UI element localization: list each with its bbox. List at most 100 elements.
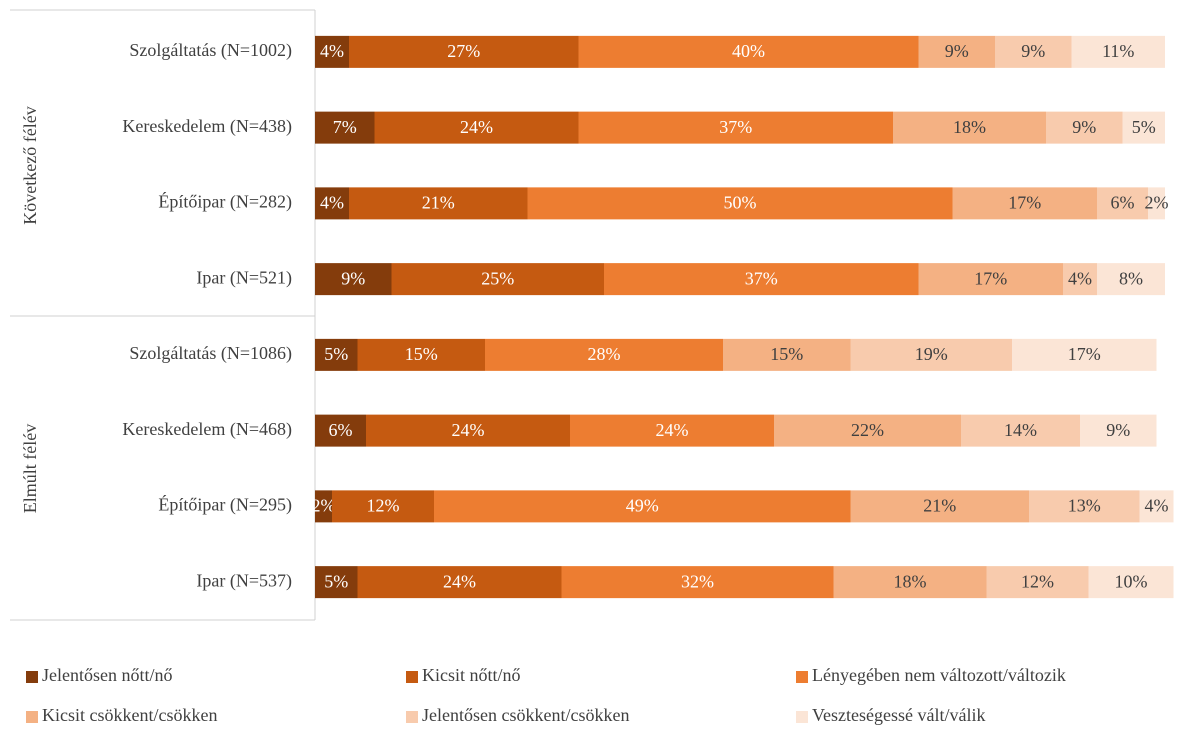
bar-segment — [434, 490, 851, 523]
y-tick-label: Kereskedelem (N=468) — [122, 419, 292, 440]
bar-segment — [391, 263, 604, 296]
y-tick-label: Építőipar (N=282) — [158, 191, 292, 213]
data-label: 5% — [324, 571, 348, 591]
data-label: 49% — [626, 496, 659, 516]
group-label: Elmúlt félév — [20, 424, 40, 513]
bar-segment — [918, 263, 1063, 296]
bar-segment — [1080, 414, 1157, 447]
data-label: 2% — [1145, 193, 1169, 213]
bar-segment — [357, 566, 562, 599]
data-label: 6% — [1111, 193, 1135, 213]
data-label: 4% — [1068, 268, 1092, 288]
bar-segment — [1029, 490, 1140, 523]
bar-segment — [349, 35, 579, 68]
bar-segment — [315, 263, 392, 296]
bar-segment — [986, 566, 1089, 599]
bar-segment — [315, 566, 358, 599]
bar-segment — [374, 111, 579, 144]
data-label: 4% — [320, 41, 344, 61]
data-label: 22% — [851, 420, 884, 440]
legend-swatch — [796, 711, 808, 723]
legend-label: Veszteségessé vált/válik — [812, 705, 985, 725]
data-label: 21% — [923, 496, 956, 516]
bar-segment — [995, 35, 1072, 68]
bar-segment — [1097, 187, 1148, 220]
data-label: 24% — [460, 117, 493, 137]
legend-label: Jelentősen nőtt/nő — [42, 665, 172, 685]
data-label: 15% — [405, 344, 438, 364]
data-label: 5% — [324, 344, 348, 364]
bar-segment — [485, 338, 723, 371]
data-label: 7% — [333, 117, 357, 137]
y-tick-label: Kereskedelem (N=438) — [122, 116, 292, 137]
data-label: 11% — [1102, 41, 1134, 61]
bar-segment — [918, 35, 995, 68]
data-label: 40% — [732, 41, 765, 61]
bar-segment — [1046, 111, 1123, 144]
y-tick-label: Ipar (N=521) — [196, 267, 292, 288]
data-label: 6% — [329, 420, 353, 440]
data-label: 17% — [1068, 344, 1101, 364]
bar-segment — [315, 35, 349, 68]
bar-segment — [315, 414, 366, 447]
legend-label: Kicsit nőtt/nő — [422, 665, 521, 685]
bar-segment — [1063, 263, 1097, 296]
data-label: 2% — [312, 496, 336, 516]
data-label: 37% — [719, 117, 752, 137]
legend-label: Jelentősen csökkent/csökken — [422, 705, 629, 725]
data-label: 10% — [1115, 571, 1148, 591]
legend-swatch — [406, 671, 418, 683]
data-label: 24% — [452, 420, 485, 440]
data-label: 32% — [681, 571, 714, 591]
legend-swatch — [796, 671, 808, 683]
y-tick-label: Szolgáltatás (N=1002) — [129, 40, 292, 61]
data-label: 4% — [320, 193, 344, 213]
data-label: 24% — [443, 571, 476, 591]
y-tick-label: Ipar (N=537) — [196, 570, 292, 591]
bar-segment — [1071, 35, 1165, 68]
data-label: 14% — [1004, 420, 1037, 440]
data-label: 28% — [588, 344, 621, 364]
bar-segment — [1122, 111, 1165, 144]
bar-segment — [366, 414, 570, 447]
data-label: 9% — [1021, 41, 1045, 61]
bar-segment — [1012, 338, 1157, 371]
data-label: 5% — [1132, 117, 1156, 137]
data-label: 25% — [481, 268, 514, 288]
bar-segment — [315, 187, 349, 220]
bar-segment — [349, 187, 528, 220]
bar-segment — [527, 187, 953, 220]
legend-label: Kicsit csökkent/csökken — [42, 705, 217, 725]
y-tick-label: Szolgáltatás (N=1086) — [129, 343, 292, 364]
group-label: Következő félév — [20, 106, 40, 224]
data-label: 50% — [724, 193, 757, 213]
bar-segment — [893, 111, 1046, 144]
bar-segment — [952, 187, 1097, 220]
data-label: 9% — [945, 41, 969, 61]
bar-segment — [332, 490, 434, 523]
data-label: 13% — [1068, 496, 1101, 516]
legend-swatch — [26, 671, 38, 683]
data-label: 17% — [974, 268, 1007, 288]
bar-segment — [774, 414, 961, 447]
bar-segment — [1139, 490, 1174, 523]
bar-segment — [578, 111, 893, 144]
bar-segment — [315, 111, 375, 144]
bar-segment — [1097, 263, 1165, 296]
data-label: 17% — [1008, 193, 1041, 213]
data-label: 24% — [656, 420, 689, 440]
bar-segment — [1088, 566, 1174, 599]
data-label: 9% — [341, 268, 365, 288]
data-label: 18% — [894, 571, 927, 591]
bar-segment — [604, 263, 919, 296]
data-label: 19% — [915, 344, 948, 364]
bar-segment — [850, 338, 1012, 371]
data-label: 8% — [1119, 268, 1143, 288]
bar-segment — [315, 490, 332, 523]
bar-segment — [315, 338, 358, 371]
legend-swatch — [406, 711, 418, 723]
data-label: 18% — [953, 117, 986, 137]
data-label: 4% — [1145, 496, 1169, 516]
bar-segment — [578, 35, 919, 68]
